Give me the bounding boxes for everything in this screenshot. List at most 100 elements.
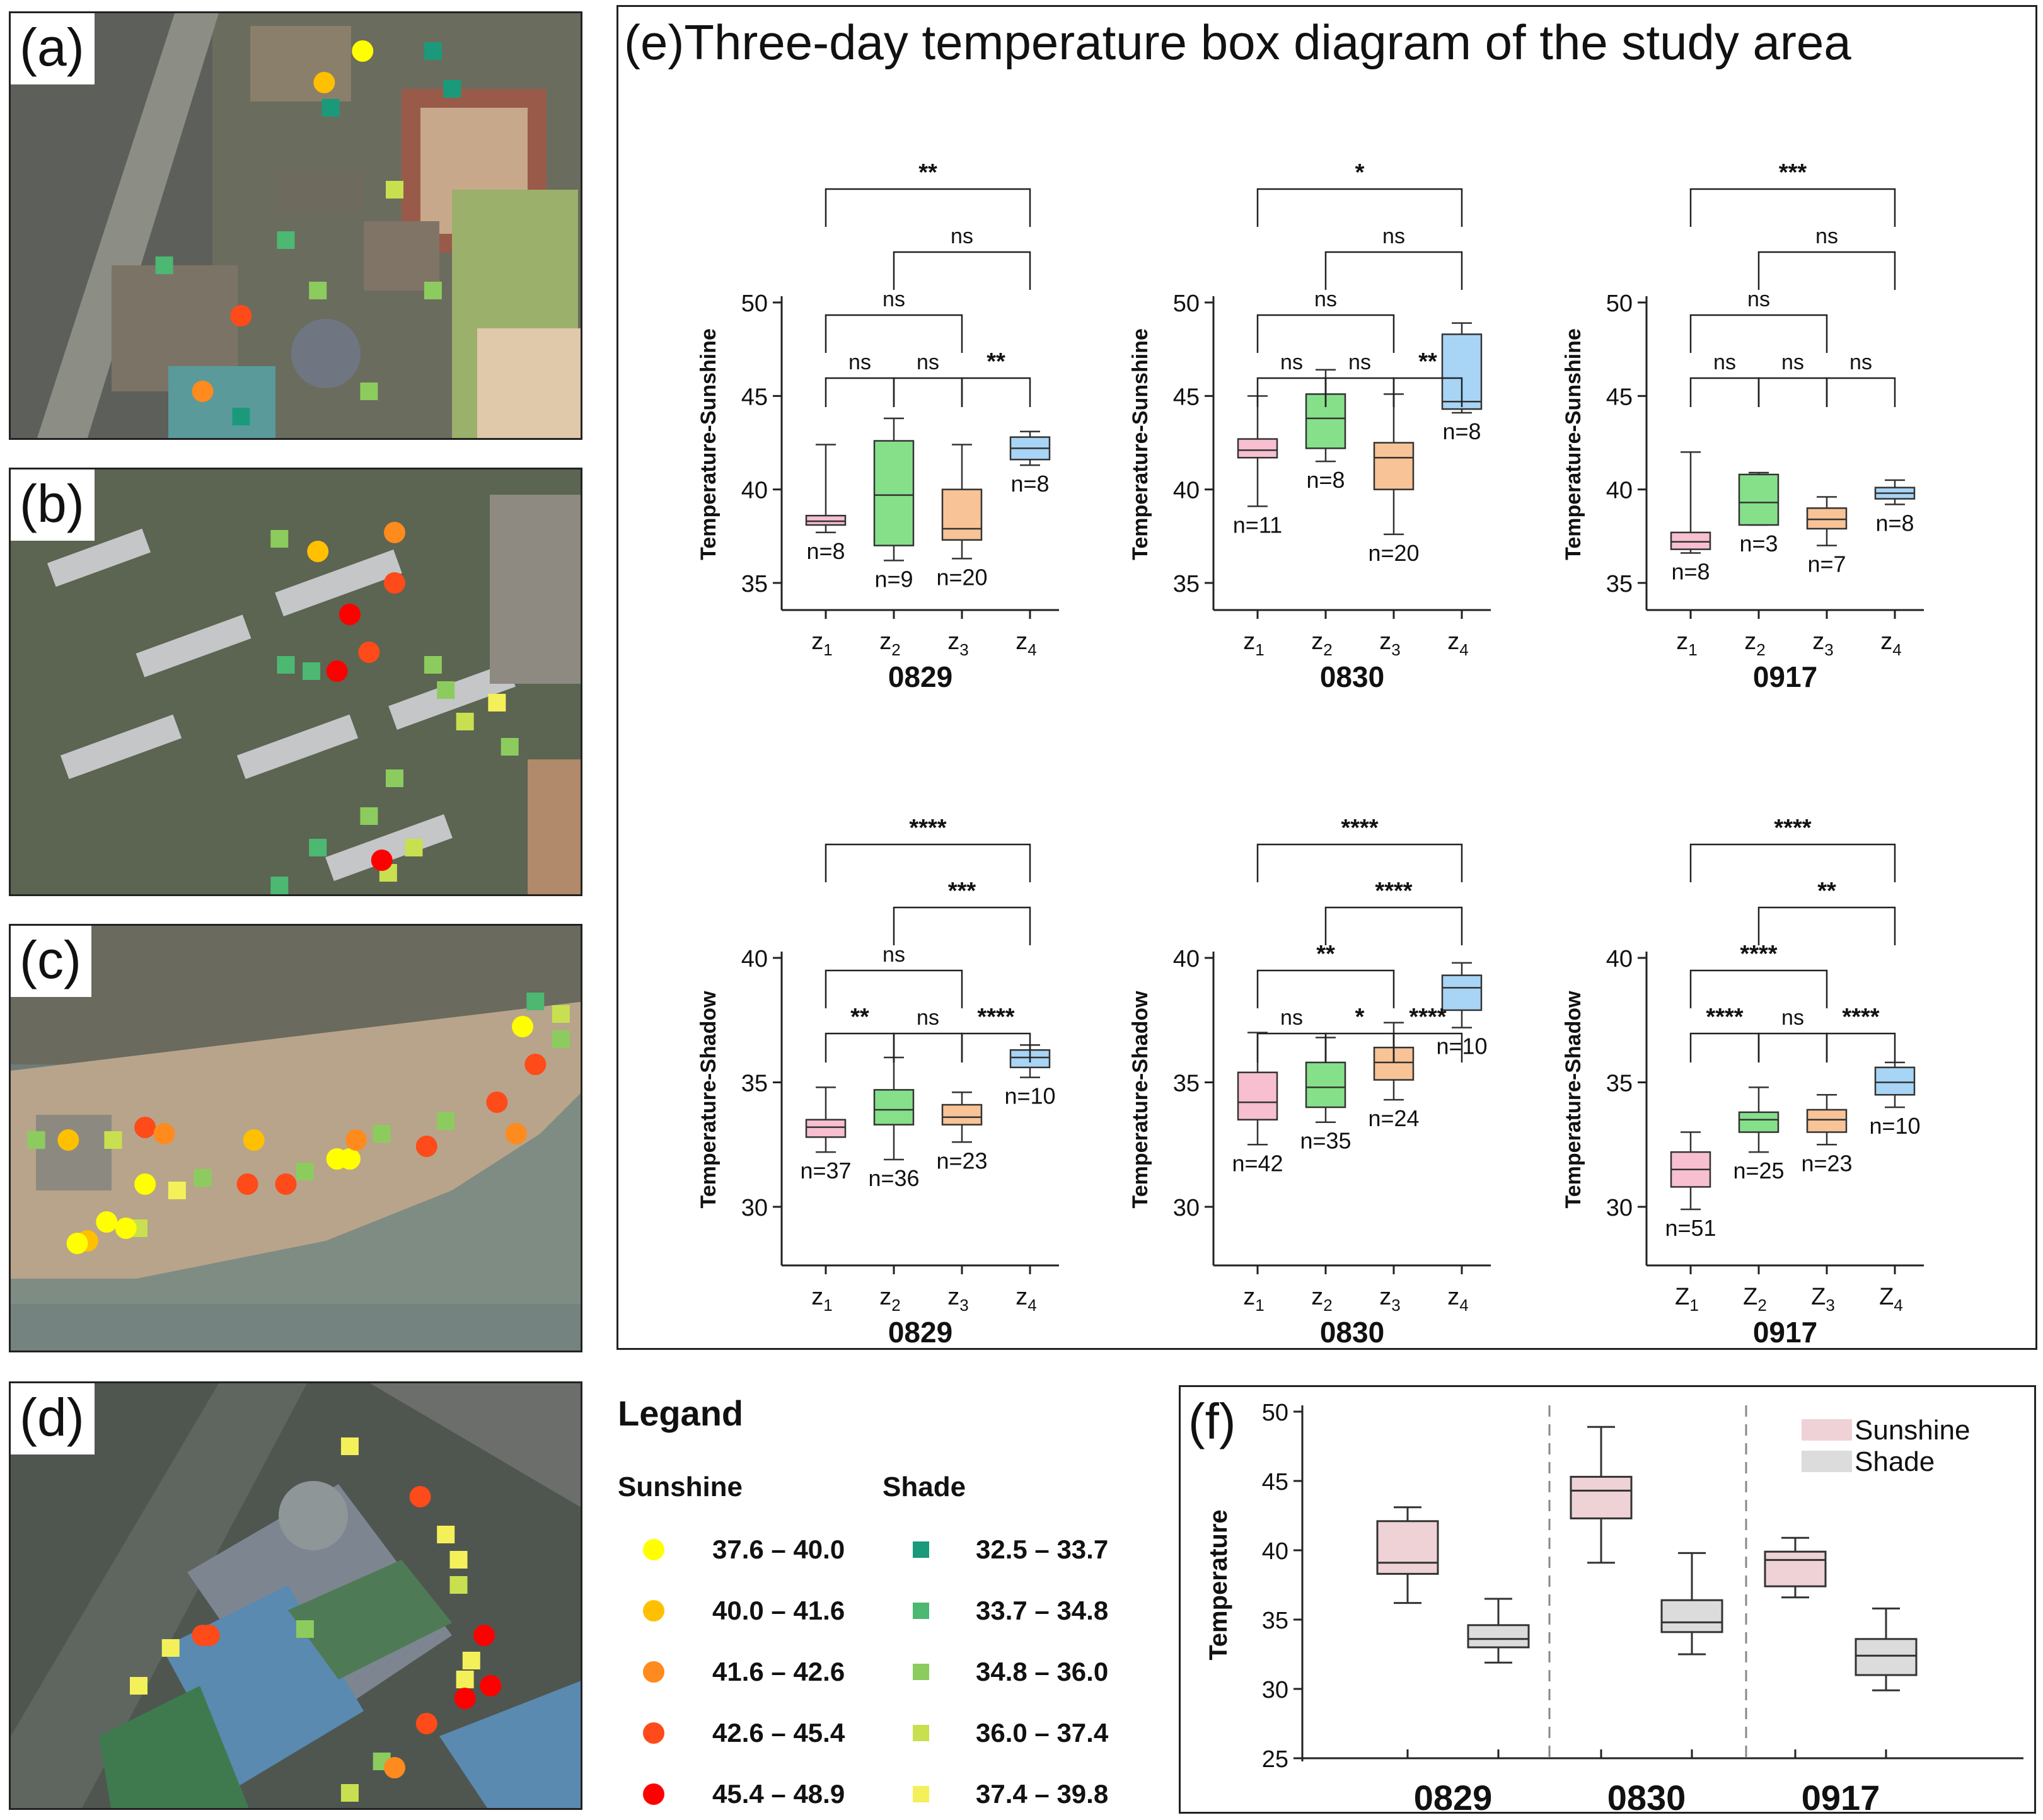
legend-shade-swatch bbox=[913, 1786, 929, 1802]
legend-shade-range: 36.0 – 37.4 bbox=[976, 1718, 1109, 1748]
shade-marker bbox=[340, 1437, 359, 1455]
date-label: 0829 bbox=[888, 660, 952, 693]
y-tick-label: 45 bbox=[1262, 1469, 1288, 1495]
date-label: 0830 bbox=[1320, 660, 1384, 693]
shade-marker bbox=[437, 681, 455, 699]
shade-marker bbox=[309, 839, 327, 856]
legend-label-shade: Shade bbox=[1855, 1446, 1935, 1477]
y-axis-label: Temperature bbox=[1205, 1509, 1232, 1660]
sunshine-marker bbox=[236, 1173, 258, 1195]
shade-marker bbox=[161, 1639, 180, 1657]
significance-label: * bbox=[1355, 159, 1365, 186]
sample-size-label: n=7 bbox=[1807, 551, 1846, 577]
significance-bracket bbox=[893, 251, 1031, 290]
y-tick-label: 35 bbox=[1606, 1071, 1633, 1097]
shade-marker bbox=[321, 99, 340, 117]
y-axis-label: Temperature-Sunshine bbox=[1128, 328, 1152, 560]
sunshine-marker bbox=[371, 850, 393, 871]
y-tick-label: 35 bbox=[1173, 1071, 1200, 1097]
shade-marker bbox=[303, 662, 321, 680]
significance-label: ns bbox=[917, 350, 939, 374]
shade-marker bbox=[437, 1112, 455, 1130]
panel-f bbox=[1179, 1385, 2036, 1814]
sample-size-label: n=24 bbox=[1368, 1105, 1419, 1131]
significance-label: ** bbox=[1418, 348, 1437, 375]
legend-shade-range: 33.7 – 34.8 bbox=[976, 1596, 1109, 1625]
sunshine-marker bbox=[198, 1625, 220, 1646]
y-tick-label: 40 bbox=[1173, 478, 1200, 504]
sunshine-marker bbox=[66, 1233, 88, 1254]
shade-marker bbox=[296, 1163, 314, 1180]
legend-shade-swatch bbox=[913, 1664, 929, 1680]
panel-e bbox=[616, 5, 2037, 1350]
box bbox=[941, 1103, 983, 1126]
box bbox=[873, 1089, 915, 1126]
significance-label: *** bbox=[1779, 159, 1807, 186]
sample-size-label: n=51 bbox=[1665, 1215, 1716, 1241]
panel-f-label: (f) bbox=[1188, 1393, 1236, 1449]
category-label: z1 bbox=[811, 628, 832, 659]
y-tick-label: 40 bbox=[1606, 478, 1633, 504]
sunshine-marker bbox=[486, 1091, 508, 1113]
significance-label: ns bbox=[848, 350, 871, 374]
sunshine-marker bbox=[339, 604, 361, 625]
sunshine-marker bbox=[384, 1757, 405, 1778]
significance-label: ns bbox=[1781, 350, 1804, 374]
box bbox=[805, 1119, 847, 1138]
shade-marker bbox=[526, 993, 545, 1010]
box bbox=[1237, 438, 1278, 459]
date-label: 0830 bbox=[1320, 1316, 1384, 1349]
significance-label: ns bbox=[883, 943, 905, 967]
legend-shade-swatch bbox=[913, 1725, 929, 1741]
significance-bracket bbox=[1392, 377, 1463, 407]
legend-swatch-sunshine bbox=[1802, 1419, 1852, 1441]
significance-label: ns bbox=[1849, 350, 1872, 374]
box bbox=[1738, 473, 1780, 526]
sunshine-marker bbox=[345, 1129, 368, 1151]
significance-bracket bbox=[825, 843, 1031, 882]
significance-bracket bbox=[1392, 1032, 1463, 1063]
y-tick-label: 40 bbox=[1262, 1538, 1288, 1565]
significance-label: ns bbox=[917, 1006, 939, 1030]
shade-marker bbox=[552, 1005, 570, 1023]
shade-marker bbox=[386, 181, 403, 199]
y-tick-label: 40 bbox=[1606, 946, 1633, 972]
map-d-imagery bbox=[11, 1383, 581, 1808]
shade-marker bbox=[155, 256, 173, 274]
sample-size-label: n=11 bbox=[1233, 512, 1282, 538]
sunshine-marker bbox=[115, 1218, 137, 1239]
sunshine-marker bbox=[339, 1148, 361, 1170]
sample-size-label: n=9 bbox=[874, 566, 913, 592]
y-tick-label: 30 bbox=[1262, 1677, 1288, 1703]
sunshine-marker bbox=[57, 1129, 79, 1151]
significance-label: ** bbox=[987, 348, 1005, 375]
sunshine-marker bbox=[313, 72, 335, 93]
shade-marker bbox=[424, 42, 442, 60]
shade-marker bbox=[277, 231, 295, 249]
date-label: 0917 bbox=[1753, 660, 1817, 693]
legend-shade-range: 34.8 – 36.0 bbox=[976, 1657, 1109, 1686]
shade-marker bbox=[552, 1030, 570, 1048]
category-label: z3 bbox=[1379, 1284, 1400, 1315]
map-b-label: (b) bbox=[11, 469, 95, 541]
significance-label: **** bbox=[1409, 1004, 1446, 1030]
category-label: z2 bbox=[1744, 628, 1765, 659]
sample-size-label: n=36 bbox=[868, 1165, 919, 1191]
box bbox=[1738, 1111, 1780, 1133]
significance-bracket bbox=[1689, 314, 1828, 353]
shade-marker bbox=[277, 656, 295, 674]
significance-label: ns bbox=[1382, 224, 1405, 248]
shade-marker bbox=[424, 656, 442, 674]
sample-size-label: n=10 bbox=[1004, 1083, 1055, 1109]
sunshine-marker bbox=[230, 305, 252, 326]
y-tick-label: 25 bbox=[1262, 1746, 1288, 1773]
box bbox=[941, 488, 983, 541]
box-sunshine bbox=[1764, 1550, 1827, 1587]
sunshine-marker bbox=[409, 1486, 431, 1507]
significance-label: * bbox=[1355, 1004, 1365, 1030]
y-tick-label: 45 bbox=[1606, 384, 1633, 410]
y-tick-label: 30 bbox=[741, 1195, 768, 1221]
significance-bracket bbox=[1689, 843, 1896, 882]
sample-size-label: n=3 bbox=[1739, 531, 1778, 556]
